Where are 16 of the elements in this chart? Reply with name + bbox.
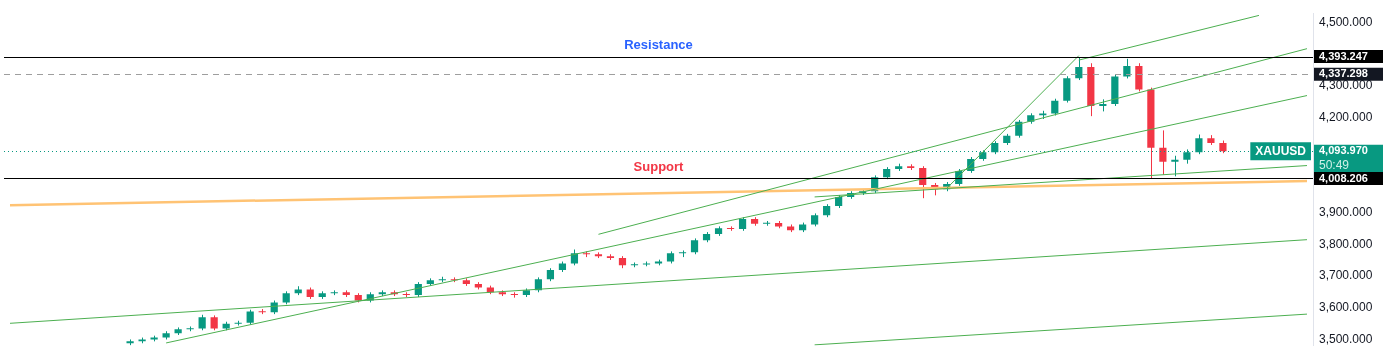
y-tick-label: 3,700.000 [1319,268,1373,283]
y-tick-label: 4,200.000 [1319,110,1373,125]
y-tick-label: 3,500.000 [1319,331,1373,346]
text: 50:49 [1319,157,1350,172]
y-tick-label: 3,800.000 [1319,236,1373,251]
annotation: XAUUSD [1255,143,1307,158]
ref-line-label: 4,008.206 [1319,171,1368,184]
ref-line-label: 4,393.247 [1319,49,1368,62]
y-tick-label: 3,900.000 [1319,205,1373,220]
annotation: Support [633,158,685,174]
y-tick-label: 3,600.000 [1319,300,1373,315]
y-tick-label: 4,300.000 [1319,78,1373,93]
annotation: Resistance [624,36,693,52]
ref-line-label: 4,337.298 [1319,67,1368,80]
y-tick-label: 4,500.000 [1319,15,1373,30]
ref-line-label: 4,093.970 [1319,144,1368,157]
